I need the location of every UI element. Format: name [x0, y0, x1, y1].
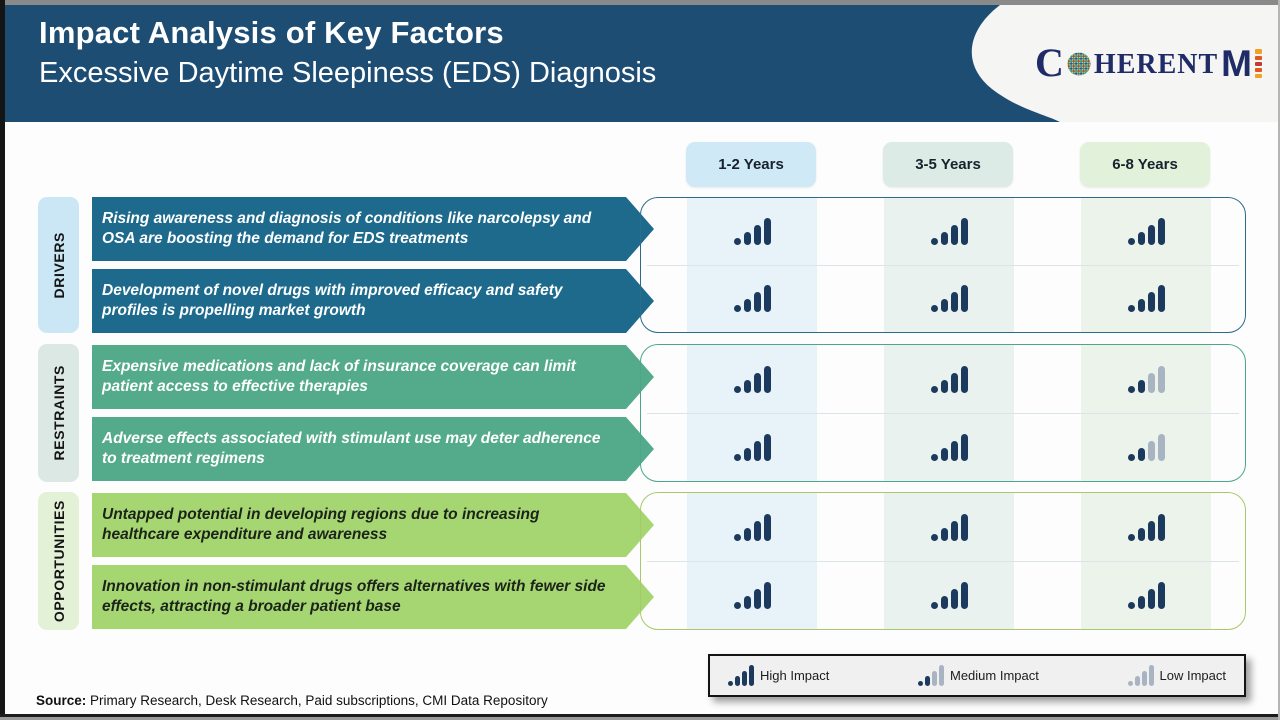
- restraints-label-text: RESTRAINTS: [50, 365, 67, 461]
- restraint-arrow-1: Expensive medications and lack of insura…: [92, 345, 654, 409]
- header-banner: Impact Analysis of Key Factors Excessive…: [5, 5, 1278, 122]
- section-label-opportunities: OPPORTUNITIES: [38, 492, 79, 630]
- row-divider: [647, 265, 1239, 266]
- section-label-drivers: DRIVERS: [38, 197, 79, 333]
- slide-left-edge: [0, 0, 5, 720]
- medium-impact-icon: [918, 665, 944, 686]
- low-impact-icon: [1127, 665, 1154, 686]
- impact-icon: [930, 365, 968, 393]
- impact-icon: [733, 581, 771, 609]
- drivers-impact-group: [640, 197, 1246, 333]
- slide-right-edge: [1278, 0, 1280, 720]
- impact-icon: [733, 218, 771, 245]
- section-label-restraints: RESTRAINTS: [38, 344, 79, 482]
- source-note: Source: Primary Research, Desk Research,…: [36, 693, 548, 708]
- impact-icon: [1127, 285, 1165, 312]
- column-header-6-8-years: 6-8 Years: [1080, 142, 1210, 187]
- legend-label-high: High Impact: [760, 668, 830, 683]
- page-title: Impact Analysis of Key Factors: [39, 15, 504, 50]
- impact-icon: [1127, 365, 1165, 393]
- impact-icon: [733, 433, 771, 461]
- impact-legend: High Impact Medium Impact Low Impact: [708, 654, 1246, 697]
- opportunity-arrow-1: Untapped potential in developing regions…: [92, 493, 654, 557]
- restraint-arrow-2: Adverse effects associated with stimulan…: [92, 417, 654, 481]
- page-subtitle: Excessive Daytime Sleepiness (EDS) Diagn…: [39, 57, 657, 89]
- legend-item-low: Low Impact: [1127, 665, 1226, 686]
- impact-icon: [930, 285, 968, 312]
- header-swoosh-shape: [971, 5, 1278, 122]
- logo-letter-c: C: [1035, 40, 1064, 85]
- impact-icon: [930, 513, 968, 541]
- legend-item-high: High Impact: [728, 665, 829, 686]
- driver-2-text: Development of novel drugs with improved…: [102, 281, 563, 319]
- high-impact-icon: [728, 665, 754, 686]
- impact-icon: [733, 365, 771, 393]
- row-divider: [647, 413, 1239, 414]
- impact-icon: [733, 513, 771, 541]
- opportunities-label-text: OPPORTUNITIES: [50, 499, 67, 623]
- globe-icon: [1067, 52, 1091, 76]
- drivers-label-text: DRIVERS: [50, 231, 67, 299]
- opportunities-impact-group: [640, 492, 1246, 630]
- legend-label-medium: Medium Impact: [950, 668, 1039, 683]
- opportunity-1-text: Untapped potential in developing regions…: [102, 505, 540, 543]
- slide-bottom-edge: [0, 714, 1280, 720]
- column-header-3-5-years: 3-5 Years: [883, 142, 1013, 187]
- column-header-1-2-years: 1-2 Years: [686, 142, 816, 187]
- driver-arrow-1: Rising awareness and diagnosis of condit…: [92, 197, 654, 261]
- opportunity-2-text: Innovation in non-stimulant drugs offers…: [102, 577, 606, 615]
- logo-letter-m: M: [1221, 42, 1252, 84]
- driver-arrow-2: Development of novel drugs with improved…: [92, 269, 654, 333]
- coherentmi-logo: C HERENT M: [1035, 43, 1262, 83]
- opportunity-arrow-2: Innovation in non-stimulant drugs offers…: [92, 565, 654, 629]
- restraints-impact-group: [640, 344, 1246, 482]
- legend-item-medium: Medium Impact: [918, 665, 1039, 686]
- logo-letters-herent: HERENT: [1093, 49, 1219, 80]
- impact-icon: [1127, 433, 1165, 461]
- logo-segmented-i: [1255, 49, 1262, 78]
- driver-1-text: Rising awareness and diagnosis of condit…: [102, 209, 592, 247]
- restraint-1-text: Expensive medications and lack of insura…: [102, 357, 576, 395]
- impact-icon: [930, 433, 968, 461]
- impact-icon: [1127, 513, 1165, 541]
- source-text: Primary Research, Desk Research, Paid su…: [90, 693, 548, 708]
- impact-icon: [1127, 218, 1165, 245]
- impact-icon: [1127, 581, 1165, 609]
- source-label: Source:: [36, 693, 87, 708]
- row-divider: [647, 561, 1239, 562]
- impact-icon: [733, 285, 771, 312]
- impact-icon: [930, 218, 968, 245]
- slide-top-edge: [0, 0, 1280, 5]
- legend-label-low: Low Impact: [1159, 668, 1226, 683]
- impact-icon: [930, 581, 968, 609]
- restraint-2-text: Adverse effects associated with stimulan…: [102, 429, 601, 467]
